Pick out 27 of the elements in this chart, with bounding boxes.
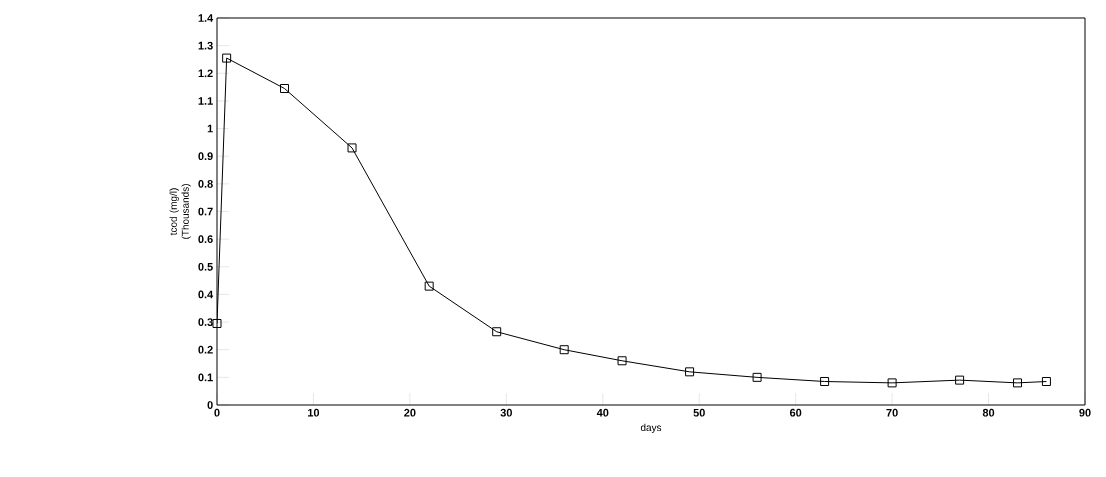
y-tick-label: 0.9	[198, 152, 213, 161]
y-tick-label: 0.1	[198, 373, 213, 382]
y-tick-label: 1.4	[198, 14, 214, 22]
x-tick-label: 50	[693, 408, 705, 417]
x-tick-label: 10	[308, 408, 320, 417]
x-axis-title: days	[640, 423, 662, 434]
y-tick-label: 1.2	[198, 69, 213, 78]
y-tick-label: 1.3	[198, 41, 213, 50]
y-tick-label: 0	[207, 401, 213, 409]
y-tick-label: 1.1	[198, 97, 213, 105]
y-tick-label: 0.4	[198, 290, 214, 299]
y-axis-title: tcod (mg/l) (Thousands)	[169, 184, 191, 239]
x-tick-label: 90	[1079, 408, 1091, 417]
y-tick-label: 0.8	[198, 179, 213, 188]
x-tick-label: 20	[404, 408, 416, 417]
y-tick-label: 1	[207, 124, 213, 133]
x-tick-label: 40	[596, 408, 609, 417]
y-tick-label: 0.6	[198, 235, 213, 244]
x-tick-label: 80	[982, 408, 995, 417]
y-tick-label: 0.2	[198, 345, 213, 354]
y-tick-label: 0.5	[198, 262, 213, 271]
x-tick-label: 0	[214, 408, 220, 417]
y-tick-label: 0.7	[198, 207, 213, 216]
x-tick-label: 70	[886, 408, 898, 417]
x-tick-label: 60	[789, 408, 802, 417]
y-tick-label: 0.3	[198, 318, 213, 326]
x-tick-label: 30	[500, 408, 512, 417]
